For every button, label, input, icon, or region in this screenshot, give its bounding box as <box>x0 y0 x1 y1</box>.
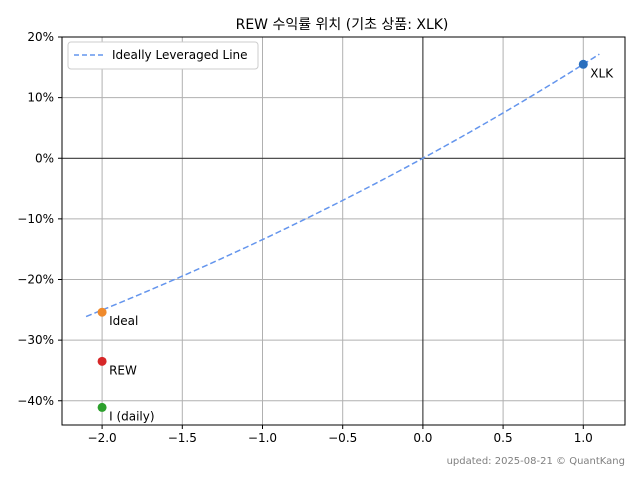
y-tick-label: −40% <box>17 394 54 408</box>
ideal-leveraged-line <box>85 53 600 318</box>
point-label: I (daily) <box>109 409 154 423</box>
legend-label: Ideally Leveraged Line <box>112 48 248 62</box>
grid-lines <box>62 36 625 425</box>
legend: Ideally Leveraged Line <box>67 41 259 70</box>
y-tick-label: −10% <box>17 212 54 226</box>
point-xlk <box>578 59 588 69</box>
chart-title: REW 수익률 위치 (기초 상품: XLK) <box>236 17 449 33</box>
plot-frame <box>61 36 626 426</box>
point-label: REW <box>109 363 137 377</box>
x-tick-label: 1.0 <box>574 431 593 445</box>
point-label: XLK <box>590 66 614 80</box>
x-tick-label: −2.0 <box>88 431 117 445</box>
data-points: XLK Ideal REW I (daily) <box>97 59 614 423</box>
y-tick-label: 10% <box>27 91 54 105</box>
point-label: Ideal <box>109 314 138 328</box>
point-i-daily <box>97 402 107 412</box>
x-tick-label: −1.0 <box>248 431 277 445</box>
legend-box <box>67 41 259 70</box>
x-tick-label: 0.5 <box>494 431 513 445</box>
x-tick-label: −1.5 <box>168 431 197 445</box>
y-tick-label: 0% <box>35 151 54 165</box>
y-tick-label: −20% <box>17 273 54 287</box>
point-rew <box>97 356 107 366</box>
ideal-line-layer <box>85 53 600 318</box>
axis-ticks: −2.0 −1.5 −1.0 −0.5 0.0 0.5 1.0 20% 10% 0% −10% −20… <box>17 30 593 445</box>
footer-credit: updated: 2025-08-21 © QuantKang <box>447 456 625 467</box>
y-tick-label: −30% <box>17 333 54 347</box>
x-tick-label: −0.5 <box>328 431 357 445</box>
x-tick-label: 0.0 <box>413 431 432 445</box>
point-ideal <box>97 307 107 317</box>
y-tick-label: 20% <box>27 30 54 44</box>
